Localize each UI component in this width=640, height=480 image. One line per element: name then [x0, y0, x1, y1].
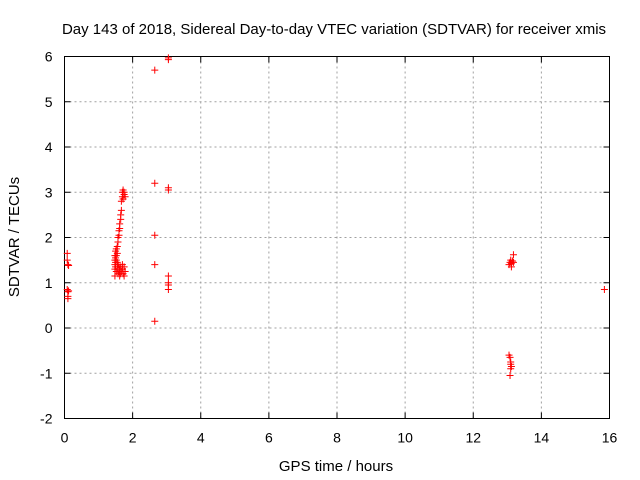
data-point — [507, 263, 515, 271]
data-point — [164, 286, 172, 294]
axis-ticks — [64, 56, 610, 419]
data-point — [120, 263, 128, 271]
data-point — [509, 251, 517, 259]
data-point — [65, 287, 73, 295]
data-point — [121, 193, 129, 201]
y-tick-label: 1 — [45, 275, 53, 291]
data-point — [164, 56, 172, 64]
x-tick-labels: 0 2 4 6 8 10 12 14 16 — [61, 430, 618, 446]
y-tick-label: -1 — [40, 365, 53, 381]
data-point — [64, 261, 72, 269]
grid-lines — [64, 56, 610, 419]
x-tick-label: 2 — [129, 430, 137, 446]
x-tick-label: 16 — [602, 430, 618, 446]
data-point — [164, 186, 172, 194]
data-point — [63, 249, 71, 257]
data-point — [64, 295, 72, 303]
x-tick-label: 8 — [333, 430, 341, 446]
data-point — [121, 267, 129, 275]
data-point — [117, 211, 125, 219]
data-point — [113, 249, 121, 257]
x-tick-label: 4 — [197, 430, 205, 446]
data-point — [506, 353, 514, 361]
y-tick-labels: -2 -1 0 1 2 3 4 5 6 — [40, 49, 53, 427]
x-tick-label: 10 — [397, 430, 413, 446]
data-point — [600, 286, 608, 294]
chart-title: Day 143 of 2018, Sidereal Day-to-day VTE… — [62, 21, 606, 38]
x-axis-label: GPS time / hours — [279, 458, 393, 475]
y-tick-label: 6 — [45, 49, 53, 65]
data-point — [120, 188, 128, 196]
data-point — [117, 206, 125, 214]
data-point — [151, 231, 159, 239]
x-tick-label: 6 — [265, 430, 273, 446]
data-point — [63, 256, 71, 264]
x-tick-label: 14 — [534, 430, 550, 446]
data-point — [113, 243, 121, 251]
y-tick-label: 2 — [45, 230, 53, 246]
data-point — [509, 258, 517, 266]
data-point — [151, 317, 159, 325]
data-point — [116, 220, 124, 228]
data-point — [65, 262, 73, 270]
y-axis-label: SDTVAR / TECUs — [6, 177, 23, 297]
data-point — [164, 272, 172, 280]
data-point — [151, 261, 159, 269]
y-tick-label: 3 — [45, 184, 53, 200]
y-tick-label: 5 — [45, 94, 53, 110]
y-tick-label: 4 — [45, 139, 53, 155]
x-tick-label: 12 — [465, 430, 481, 446]
data-point — [151, 179, 159, 187]
x-tick-label: 0 — [61, 430, 69, 446]
data-point — [508, 257, 516, 265]
data-point — [120, 272, 128, 280]
y-tick-label: -2 — [40, 411, 53, 427]
data-point — [151, 66, 159, 74]
data-points — [63, 54, 608, 380]
y-tick-label: 0 — [45, 320, 53, 336]
data-point — [506, 372, 514, 380]
data-point — [507, 365, 515, 373]
